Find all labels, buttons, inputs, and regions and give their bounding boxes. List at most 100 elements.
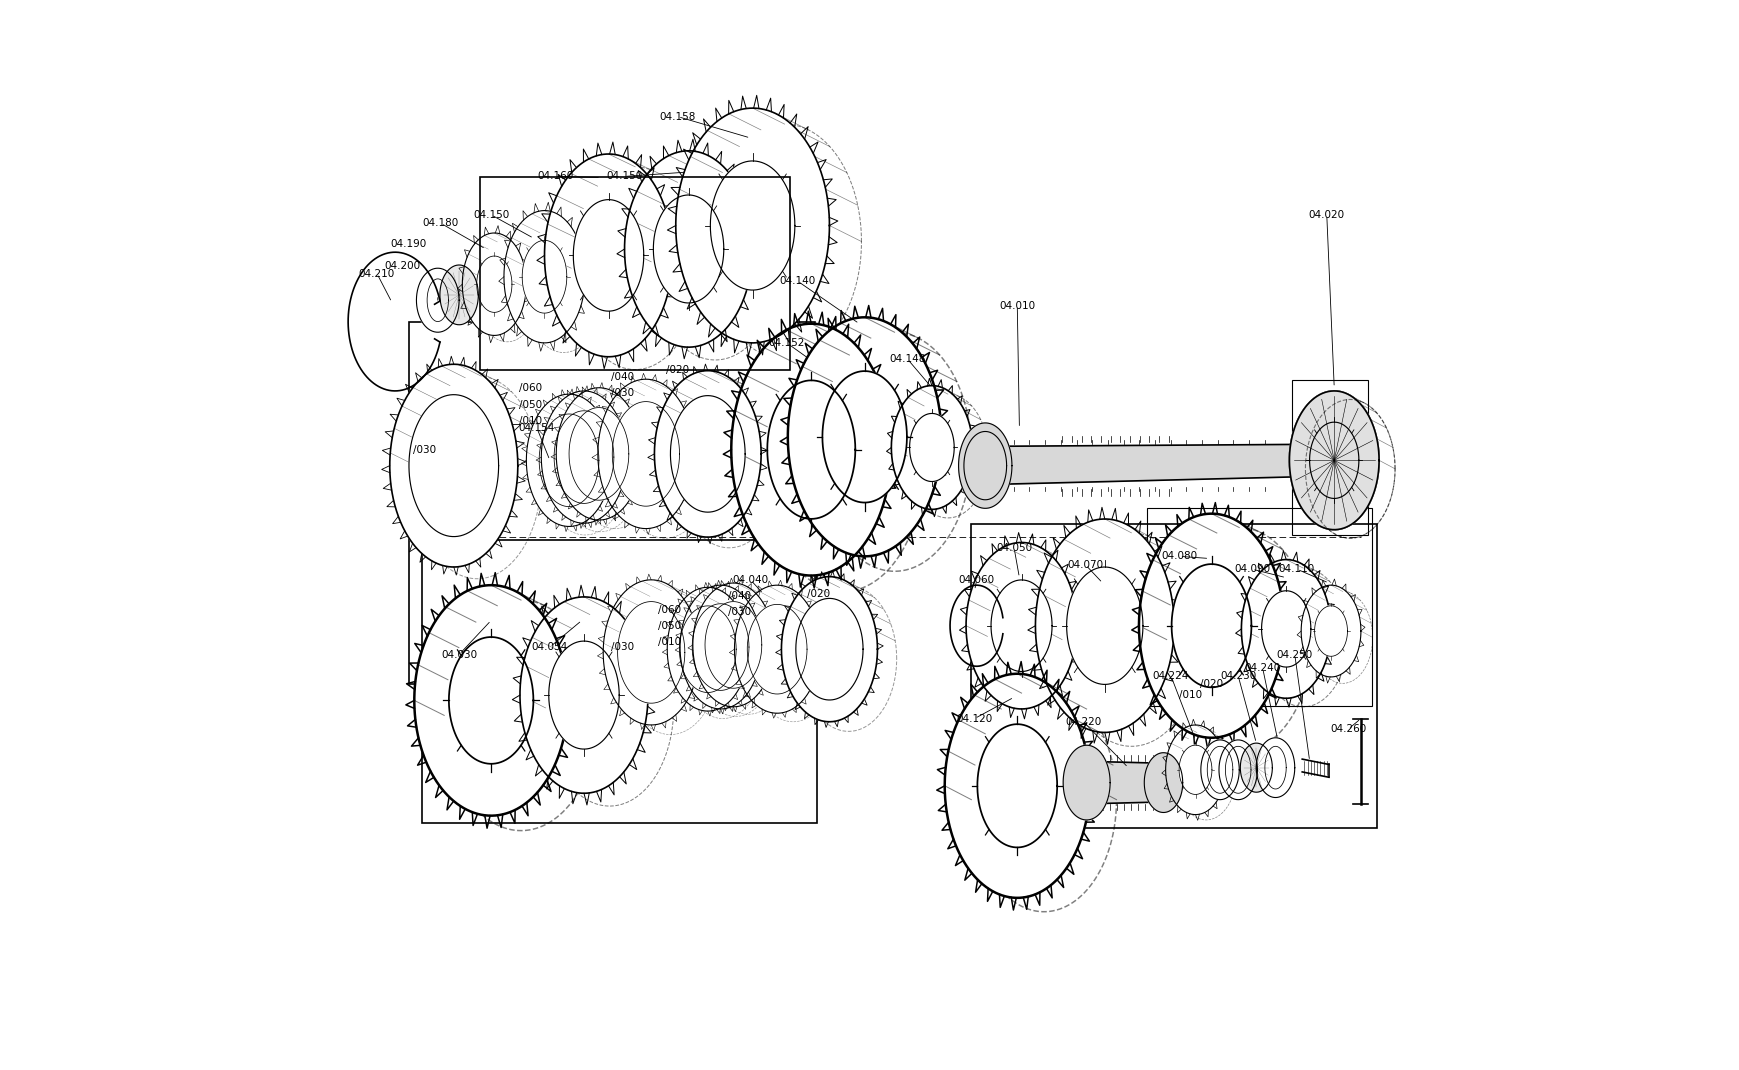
Polygon shape bbox=[544, 154, 673, 356]
Polygon shape bbox=[976, 444, 1318, 485]
Text: 04.140: 04.140 bbox=[779, 276, 816, 286]
Text: /060: /060 bbox=[657, 605, 680, 614]
Polygon shape bbox=[1219, 740, 1257, 799]
Polygon shape bbox=[1309, 423, 1358, 499]
Text: /010: /010 bbox=[518, 416, 543, 426]
Text: 04.060: 04.060 bbox=[958, 575, 995, 585]
Text: 04.150: 04.150 bbox=[607, 171, 642, 182]
Polygon shape bbox=[710, 160, 795, 290]
Polygon shape bbox=[520, 597, 647, 793]
Polygon shape bbox=[692, 603, 748, 690]
Text: 04.120: 04.120 bbox=[956, 714, 993, 723]
Text: 04.030: 04.030 bbox=[440, 649, 476, 659]
Polygon shape bbox=[409, 395, 499, 536]
Text: /060: /060 bbox=[518, 383, 543, 393]
Polygon shape bbox=[678, 606, 736, 692]
Polygon shape bbox=[1200, 740, 1238, 799]
Polygon shape bbox=[598, 379, 694, 529]
Polygon shape bbox=[692, 583, 774, 707]
Polygon shape bbox=[890, 385, 972, 509]
Polygon shape bbox=[734, 585, 819, 714]
Text: 04.080: 04.080 bbox=[1160, 551, 1196, 562]
Polygon shape bbox=[463, 233, 527, 335]
Polygon shape bbox=[1240, 743, 1271, 792]
Polygon shape bbox=[746, 605, 807, 694]
Text: 04.224: 04.224 bbox=[1153, 671, 1188, 681]
Polygon shape bbox=[449, 637, 534, 764]
Text: 04.180: 04.180 bbox=[423, 218, 459, 228]
Text: 04.154: 04.154 bbox=[518, 424, 555, 433]
Text: 04.260: 04.260 bbox=[1329, 724, 1365, 734]
Polygon shape bbox=[680, 585, 760, 709]
Polygon shape bbox=[1165, 725, 1224, 814]
Polygon shape bbox=[624, 151, 753, 347]
Polygon shape bbox=[414, 585, 567, 815]
Polygon shape bbox=[909, 413, 953, 482]
Polygon shape bbox=[541, 391, 626, 523]
Polygon shape bbox=[944, 674, 1089, 898]
Text: 04.054: 04.054 bbox=[532, 642, 567, 652]
Polygon shape bbox=[539, 414, 598, 506]
Polygon shape bbox=[1035, 519, 1174, 733]
Polygon shape bbox=[958, 423, 1012, 508]
Polygon shape bbox=[1066, 567, 1143, 685]
Polygon shape bbox=[963, 431, 1007, 500]
Polygon shape bbox=[1170, 564, 1250, 687]
Text: /010: /010 bbox=[1177, 690, 1202, 700]
Text: /050: /050 bbox=[518, 400, 543, 410]
Polygon shape bbox=[569, 408, 628, 500]
Polygon shape bbox=[1289, 391, 1379, 530]
Polygon shape bbox=[1240, 560, 1330, 699]
Text: 04.190: 04.190 bbox=[391, 239, 426, 248]
Text: 04.240: 04.240 bbox=[1243, 663, 1280, 673]
Polygon shape bbox=[675, 108, 830, 342]
Text: 04.148: 04.148 bbox=[889, 354, 925, 364]
Polygon shape bbox=[527, 394, 612, 526]
Polygon shape bbox=[1301, 585, 1360, 677]
Polygon shape bbox=[991, 580, 1052, 672]
Text: /020: /020 bbox=[666, 365, 689, 374]
Polygon shape bbox=[654, 370, 760, 537]
Polygon shape bbox=[476, 256, 511, 312]
Text: 04.250: 04.250 bbox=[1276, 649, 1313, 659]
Text: 04.160: 04.160 bbox=[537, 171, 572, 182]
Text: /030: /030 bbox=[610, 388, 633, 398]
Polygon shape bbox=[504, 211, 584, 342]
Text: 04.070: 04.070 bbox=[1068, 560, 1103, 570]
Polygon shape bbox=[652, 195, 723, 303]
Polygon shape bbox=[730, 324, 890, 576]
Text: 04.110: 04.110 bbox=[1278, 564, 1315, 575]
Polygon shape bbox=[1063, 745, 1109, 820]
Polygon shape bbox=[440, 265, 478, 325]
Polygon shape bbox=[1144, 752, 1183, 812]
Polygon shape bbox=[603, 580, 699, 725]
Text: 04.152: 04.152 bbox=[769, 338, 805, 348]
Text: 04.040: 04.040 bbox=[732, 575, 769, 585]
Text: /040: /040 bbox=[729, 591, 751, 601]
Polygon shape bbox=[1083, 761, 1169, 804]
Polygon shape bbox=[781, 577, 876, 722]
Polygon shape bbox=[416, 269, 459, 332]
Polygon shape bbox=[617, 601, 685, 703]
Polygon shape bbox=[795, 598, 863, 700]
Text: 04.230: 04.230 bbox=[1219, 671, 1256, 681]
Polygon shape bbox=[965, 542, 1076, 709]
Polygon shape bbox=[704, 601, 762, 688]
Text: /020: /020 bbox=[1200, 679, 1223, 689]
Polygon shape bbox=[1179, 745, 1212, 794]
Polygon shape bbox=[767, 380, 856, 519]
Text: 04.220: 04.220 bbox=[1064, 717, 1101, 727]
Polygon shape bbox=[670, 396, 744, 513]
Polygon shape bbox=[823, 371, 906, 503]
Text: 04.090: 04.090 bbox=[1233, 564, 1269, 575]
Polygon shape bbox=[572, 200, 643, 311]
Text: /030: /030 bbox=[414, 445, 436, 455]
Polygon shape bbox=[1261, 591, 1309, 667]
Polygon shape bbox=[390, 364, 518, 567]
Text: /030: /030 bbox=[610, 642, 633, 652]
Polygon shape bbox=[1256, 738, 1294, 797]
Text: 04.020: 04.020 bbox=[1308, 210, 1344, 219]
Text: /050: /050 bbox=[657, 621, 680, 630]
Text: 04.200: 04.200 bbox=[384, 261, 421, 271]
Polygon shape bbox=[788, 318, 941, 556]
